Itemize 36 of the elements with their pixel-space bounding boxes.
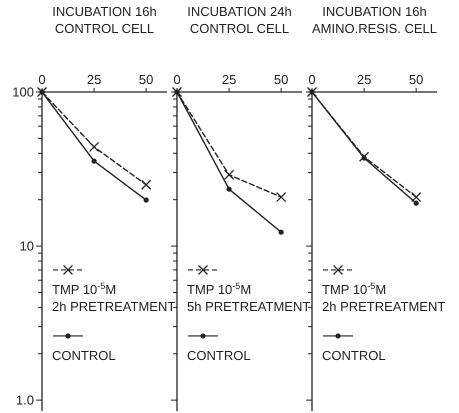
x-tick-label: 25 <box>222 72 236 87</box>
point <box>91 158 97 164</box>
chart-title: INCUBATION 24h <box>187 4 292 19</box>
legend-label: CONTROL <box>52 348 116 363</box>
x-tick-label: 25 <box>86 72 102 87</box>
y-tick-label: 100 <box>12 84 34 100</box>
point <box>278 230 284 235</box>
x-tick-label: 50 <box>408 72 424 87</box>
y-tick-label: 1.0 <box>16 392 34 408</box>
point <box>414 200 419 206</box>
x-tick-label: 50 <box>138 72 154 87</box>
legend-label: TMP 10$^{-5}$M 5h PRETREATMENT <box>187 280 310 314</box>
point <box>226 186 232 192</box>
point <box>411 192 422 202</box>
legend-label: TMP 10$^{-5}$M 2h PRETREATMENT <box>52 280 176 314</box>
x-tick-label: 25 <box>356 72 372 87</box>
chart-title: INCUBATION 16h <box>52 4 157 19</box>
chart-subtitle: CONTROL CELL <box>54 21 154 36</box>
x-tick-label: 50 <box>274 72 288 87</box>
chart-subtitle: CONTROL CELL <box>190 21 290 36</box>
point <box>361 155 367 161</box>
chart-title: INCUBATION 16h <box>322 4 427 19</box>
legend-label: TMP 10$^{-5}$M 2h PRETREATMENT <box>322 280 446 314</box>
point <box>358 152 370 162</box>
point <box>276 192 286 202</box>
legend-label: CONTROL <box>322 348 386 363</box>
point <box>88 142 100 152</box>
x-tick-label: 0 <box>38 72 46 87</box>
x-tick-label: 0 <box>308 72 316 87</box>
chart-subtitle: AMINO.RESIS. CELL <box>312 21 437 36</box>
point <box>141 180 152 190</box>
legend-label: CONTROL <box>187 348 251 363</box>
y-tick-label: 10 <box>20 238 34 254</box>
x-tick-label: 0 <box>173 72 181 87</box>
point <box>144 197 149 203</box>
point <box>224 170 234 180</box>
